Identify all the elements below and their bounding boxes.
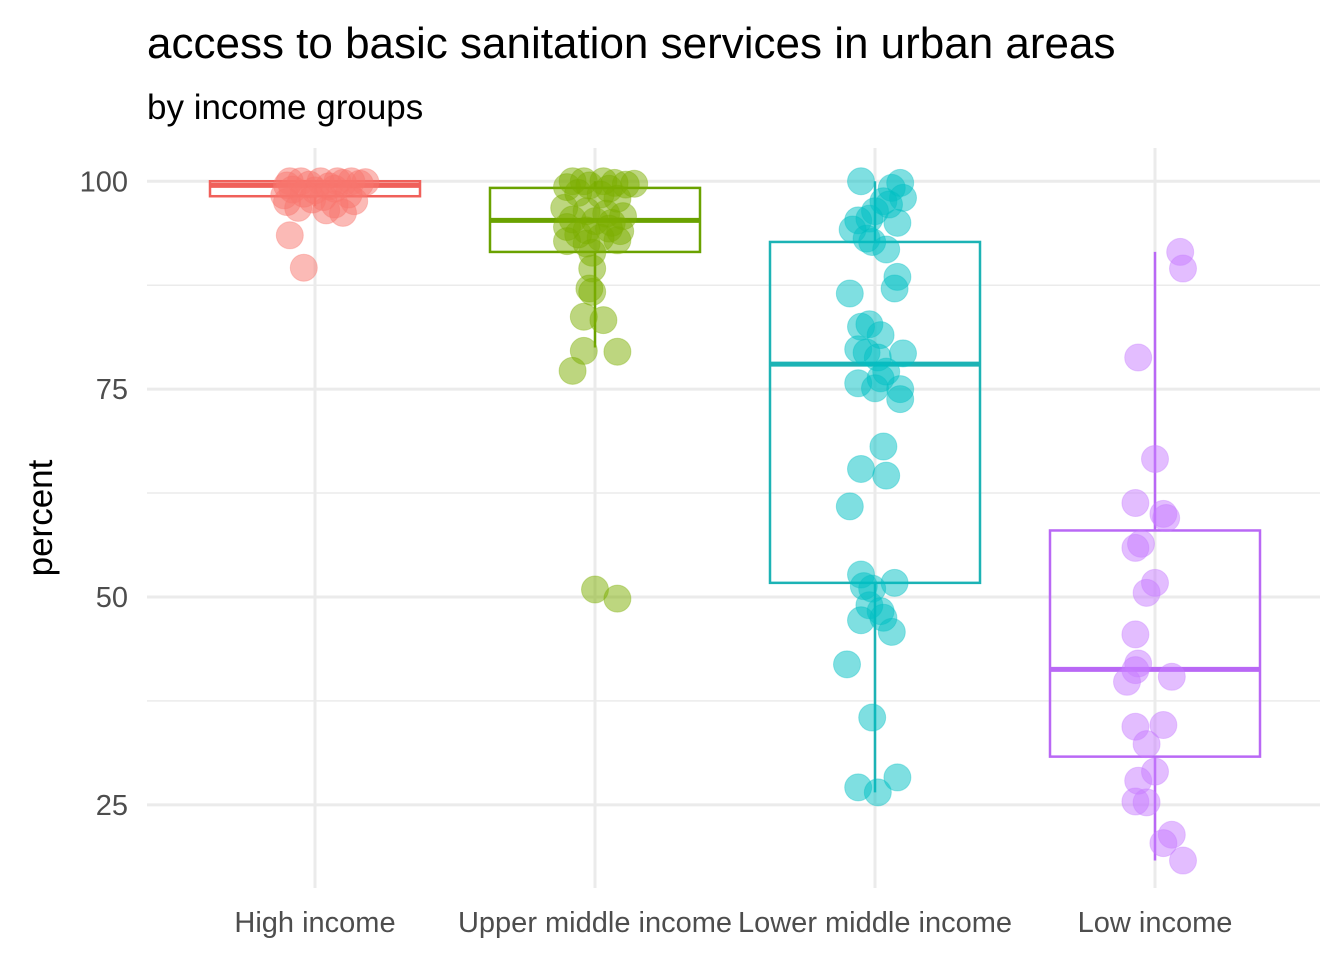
data-point (603, 337, 632, 366)
data-point (275, 221, 304, 250)
data-point (861, 374, 889, 403)
data-point (877, 617, 906, 646)
chart-title: access to basic sanitation services in u… (147, 19, 1116, 68)
box-iqr (1048, 529, 1262, 758)
data-point (847, 454, 875, 483)
data-point (833, 650, 861, 679)
data-point (558, 356, 587, 385)
data-point (1132, 578, 1161, 607)
data-point (883, 208, 912, 237)
data-point (869, 432, 898, 461)
y-tick-label: 75 (96, 374, 128, 406)
x-tick-label: High income (234, 907, 395, 939)
data-point (1169, 846, 1197, 875)
y-axis-label: percent (21, 459, 60, 576)
data-point (883, 763, 912, 792)
data-point (1113, 667, 1141, 696)
data-point (872, 461, 901, 490)
x-tick-label: Low income (1078, 907, 1233, 939)
y-tick-label: 100 (80, 166, 128, 198)
points-3 (833, 167, 917, 807)
data-point (1149, 711, 1178, 740)
y-axis-ticks: 25 50 75 100 (80, 166, 128, 822)
data-point (1169, 254, 1197, 283)
data-point (329, 198, 357, 227)
points-2 (550, 167, 649, 613)
chart-subtitle: by income groups (147, 88, 423, 127)
y-tick-label: 25 (96, 790, 128, 822)
data-point (889, 339, 917, 368)
data-point (603, 584, 632, 613)
data-point (1121, 489, 1150, 518)
data-point (603, 226, 632, 255)
y-tick-label: 50 (96, 582, 128, 614)
data-point (858, 703, 887, 732)
data-point (835, 279, 864, 308)
data-points (270, 167, 1197, 875)
data-point (589, 306, 618, 335)
data-point (872, 235, 901, 264)
data-point (1121, 620, 1150, 649)
data-point (284, 193, 313, 222)
data-point (1124, 343, 1153, 372)
x-tick-label: Upper middle income (458, 907, 732, 939)
x-axis-ticks: High income Upper middle income Lower midd… (234, 907, 1232, 939)
data-point (863, 778, 892, 807)
data-point (1157, 662, 1186, 691)
boxes (208, 180, 1262, 861)
data-point (1152, 504, 1181, 532)
points-1 (270, 167, 380, 282)
data-point (880, 568, 909, 597)
data-point (847, 167, 875, 196)
points-4 (1113, 237, 1197, 875)
data-point (1132, 730, 1161, 759)
data-point (1121, 533, 1150, 562)
data-point (289, 253, 318, 282)
data-point (835, 492, 864, 521)
x-tick-label: Lower middle income (738, 907, 1012, 939)
data-point (578, 277, 607, 306)
data-point (1141, 444, 1169, 473)
data-point (1149, 829, 1178, 858)
data-point (886, 385, 915, 414)
data-point (1132, 788, 1161, 817)
data-point (880, 274, 909, 303)
